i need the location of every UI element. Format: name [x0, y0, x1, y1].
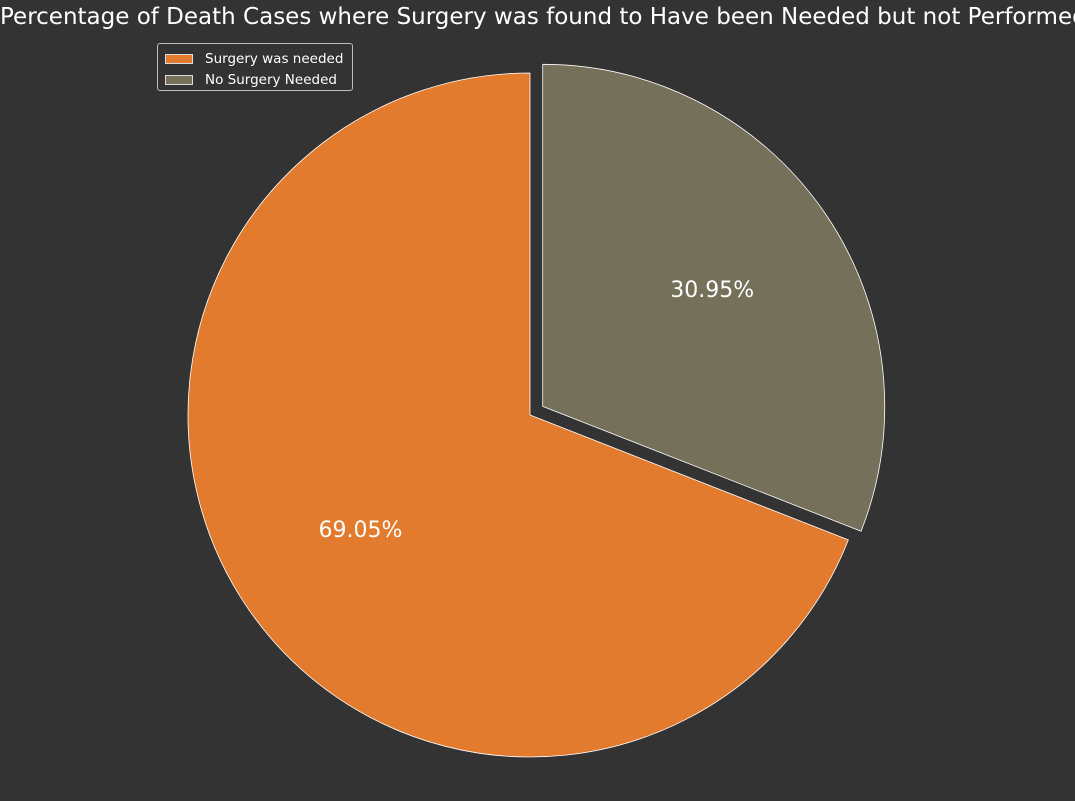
pie-slice-surgery-needed — [187, 72, 849, 758]
legend-entry-surgery-needed: Surgery was needed — [165, 48, 352, 69]
legend: Surgery was needed No Surgery Needed — [157, 43, 353, 91]
pie-slice-no-surgery — [542, 63, 886, 532]
pie-label-surgery-needed: 69.05% — [319, 518, 403, 543]
chart-title: Percentage of Death Cases where Surgery … — [0, 4, 1075, 30]
legend-swatch-surgery-needed — [165, 53, 193, 64]
legend-label-no-surgery: No Surgery Needed — [205, 71, 337, 88]
legend-swatch-no-surgery — [165, 74, 193, 85]
pie-label-no-surgery: 30.95% — [670, 278, 754, 303]
legend-entry-no-surgery: No Surgery Needed — [165, 69, 352, 90]
legend-label-surgery-needed: Surgery was needed — [205, 50, 344, 67]
